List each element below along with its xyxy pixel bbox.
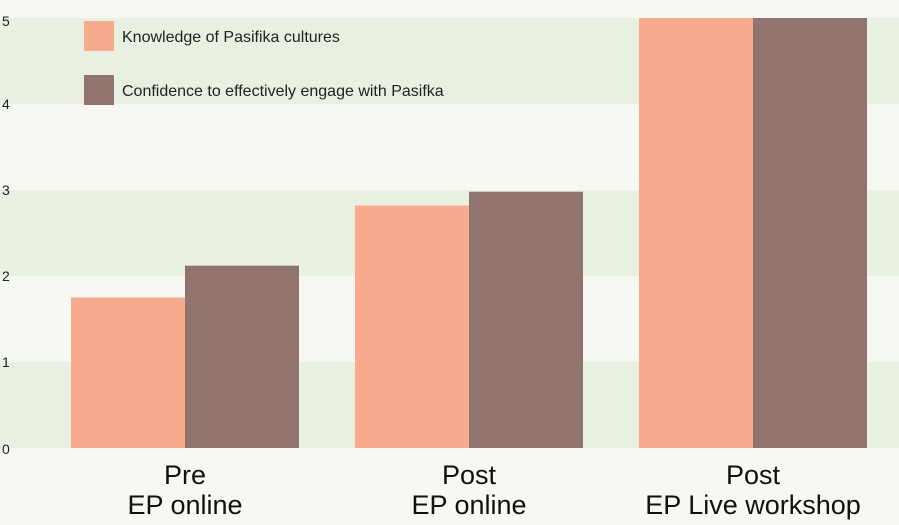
legend-label: Confidence to effectively engage with Pa… (122, 83, 444, 100)
legend-swatch (84, 21, 114, 51)
bar (469, 191, 583, 448)
x-category-label: EP Live workshop (645, 490, 861, 520)
x-category-label: Post (442, 460, 497, 490)
y-tick-label: 1 (2, 354, 10, 370)
legend: Knowledge of Pasifika cultures Confidence… (84, 21, 444, 105)
x-category-label: EP online (127, 490, 242, 520)
x-category-label: Post (726, 460, 781, 490)
bar (355, 205, 469, 448)
y-tick-label: 3 (2, 182, 10, 198)
y-tick-label: 0 (2, 441, 10, 457)
y-tick-label: 2 (2, 268, 10, 284)
bar (71, 297, 185, 448)
legend-label: Knowledge of Pasifika cultures (122, 29, 340, 46)
y-axis-ticks: 0 1 2 3 4 5 (2, 13, 10, 457)
x-category-label: EP online (411, 490, 526, 520)
y-tick-label: 5 (2, 13, 10, 29)
bars (71, 18, 867, 448)
legend-swatch (84, 75, 114, 105)
bar (753, 18, 867, 448)
bar (185, 265, 299, 448)
bar (639, 18, 753, 448)
x-category-label: Pre (164, 460, 206, 490)
y-tick-label: 4 (2, 96, 10, 112)
